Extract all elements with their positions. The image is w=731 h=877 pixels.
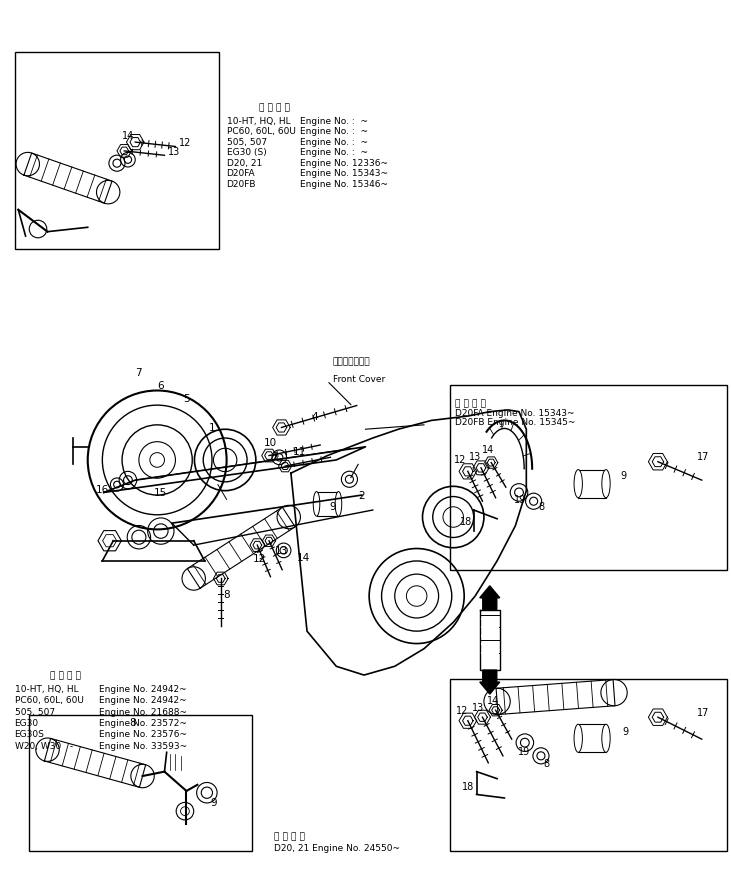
Ellipse shape [574, 724, 583, 752]
Text: Engine No. :  ~: Engine No. : ~ [300, 127, 368, 136]
Text: 505, 507: 505, 507 [227, 138, 267, 146]
Text: 1: 1 [208, 423, 216, 433]
Text: D20FB: D20FB [227, 180, 256, 189]
Text: 適 用 号 機: 適 用 号 機 [50, 671, 81, 680]
Text: EG30S: EG30S [15, 730, 45, 738]
Text: フロントカバー: フロントカバー [333, 357, 370, 366]
Text: 14: 14 [488, 695, 499, 705]
Text: 11: 11 [293, 446, 306, 457]
Ellipse shape [314, 492, 320, 517]
Text: 8: 8 [538, 502, 544, 512]
Text: 17: 17 [697, 707, 709, 717]
Ellipse shape [602, 470, 610, 498]
Text: 12: 12 [455, 454, 466, 465]
Text: Engine No. 15346~: Engine No. 15346~ [300, 180, 387, 189]
Bar [450, 386, 727, 570]
Text: 適 用 号 機: 適 用 号 機 [259, 103, 289, 112]
Text: 13: 13 [168, 146, 181, 157]
Text: Engine No. 23572~: Engine No. 23572~ [99, 718, 186, 727]
Text: Engine No. 12336~: Engine No. 12336~ [300, 159, 387, 168]
Circle shape [29, 221, 47, 239]
Text: 14: 14 [297, 552, 310, 562]
Bar [317, 492, 338, 517]
Text: 適 用 号 機: 適 用 号 機 [455, 399, 485, 408]
Text: D20FA Engine No. 15343~: D20FA Engine No. 15343~ [455, 409, 574, 417]
Text: 12: 12 [179, 138, 192, 148]
Text: 5: 5 [183, 394, 190, 404]
Text: 9: 9 [210, 797, 217, 808]
Text: 19: 19 [518, 746, 530, 757]
Text: 8: 8 [223, 589, 230, 600]
Text: 17: 17 [697, 451, 709, 461]
Text: 15: 15 [154, 488, 167, 498]
Text: 4: 4 [311, 411, 318, 422]
Bar [450, 680, 727, 851]
Ellipse shape [335, 492, 341, 517]
Text: 6: 6 [157, 381, 164, 391]
Text: 12: 12 [456, 705, 468, 716]
FancyArrow shape [480, 670, 500, 695]
Text: 505, 507: 505, 507 [15, 707, 55, 716]
Text: Engine No. :  ~: Engine No. : ~ [300, 138, 368, 146]
Bar [578, 470, 606, 498]
Text: 7: 7 [135, 367, 143, 378]
Text: D20, 21 Engine No. 24550~: D20, 21 Engine No. 24550~ [274, 843, 400, 852]
Text: D20, 21: D20, 21 [227, 159, 262, 168]
Text: EG30 (S): EG30 (S) [227, 148, 266, 157]
Text: 13: 13 [472, 702, 484, 712]
Polygon shape [482, 605, 498, 675]
Text: EG30: EG30 [15, 718, 39, 727]
Text: W20, W30   -: W20, W30 - [15, 741, 73, 750]
Text: PC60, 60L, 60U: PC60, 60L, 60U [227, 127, 295, 136]
Text: 10-HT, HQ, HL: 10-HT, HQ, HL [15, 684, 78, 693]
Text: 2: 2 [358, 490, 366, 501]
Text: 適 用 号 機: 適 用 号 機 [274, 831, 305, 840]
Text: Engine No. 23576~: Engine No. 23576~ [99, 730, 186, 738]
Bar [578, 724, 606, 752]
Text: 8: 8 [543, 758, 549, 768]
Text: Engine No. :  ~: Engine No. : ~ [300, 117, 368, 125]
Text: 9: 9 [621, 470, 626, 481]
Text: 18: 18 [462, 781, 474, 791]
Bar [29, 715, 252, 851]
Text: 18: 18 [460, 517, 471, 527]
Text: D20FA: D20FA [227, 169, 255, 178]
Text: Engine No. 21688~: Engine No. 21688~ [99, 707, 186, 716]
Text: 13: 13 [275, 545, 288, 556]
Text: Engine No. 33593~: Engine No. 33593~ [99, 741, 187, 750]
Text: 9: 9 [622, 726, 628, 737]
Text: 10-HT, HQ, HL: 10-HT, HQ, HL [227, 117, 290, 125]
Text: D20FB Engine No. 15345~: D20FB Engine No. 15345~ [455, 417, 575, 426]
Text: 14: 14 [122, 131, 134, 141]
Text: Engine No. 15343~: Engine No. 15343~ [300, 169, 387, 178]
Text: PC60, 60L, 60U: PC60, 60L, 60U [15, 695, 83, 704]
Text: 14: 14 [482, 444, 494, 454]
Text: 13: 13 [469, 451, 481, 461]
Text: Engine No. :  ~: Engine No. : ~ [300, 148, 368, 157]
Text: 12: 12 [253, 553, 266, 564]
Text: 19: 19 [515, 495, 526, 505]
Text: 16: 16 [96, 484, 109, 495]
FancyArrow shape [480, 586, 500, 610]
Ellipse shape [602, 724, 610, 752]
Text: Engine No. 24942~: Engine No. 24942~ [99, 695, 186, 704]
Text: 3: 3 [270, 451, 278, 461]
Text: 9: 9 [329, 501, 336, 511]
Bar [15, 53, 219, 250]
Text: 10: 10 [264, 438, 277, 448]
Text: Front Cover: Front Cover [333, 374, 385, 383]
Ellipse shape [574, 470, 583, 498]
Text: 8: 8 [129, 717, 137, 727]
Text: Engine No. 24942~: Engine No. 24942~ [99, 684, 186, 693]
